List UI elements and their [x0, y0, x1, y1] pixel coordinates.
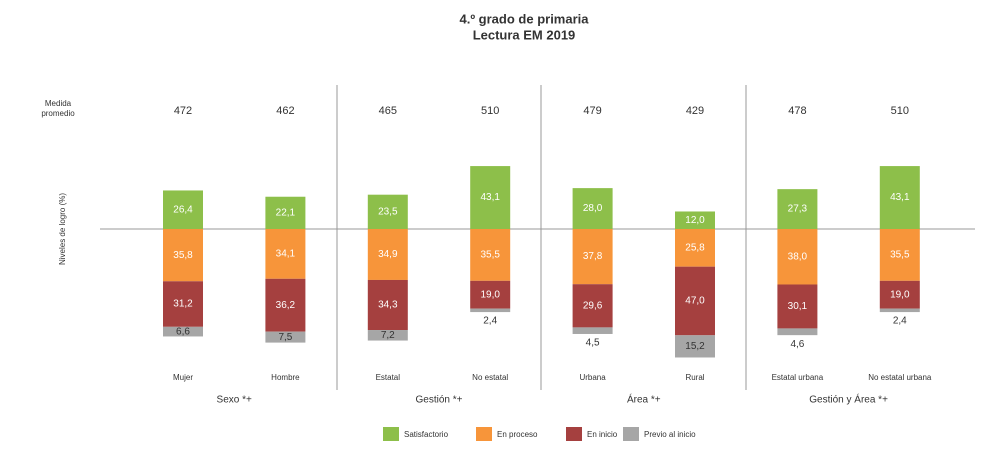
value-label: 34,9	[378, 249, 398, 260]
bar-segment	[470, 308, 511, 313]
bar-segment	[470, 229, 511, 281]
value-label: 25,8	[685, 242, 705, 253]
chart-subtitle: Lectura EM 2019	[473, 27, 576, 42]
bar-segment	[675, 335, 715, 358]
average-value: 465	[379, 105, 397, 117]
average-value: 462	[276, 105, 294, 117]
bar-segment	[163, 281, 203, 327]
bar-segment	[879, 308, 920, 313]
value-label: 37,8	[583, 251, 603, 262]
value-label: 23,5	[378, 206, 398, 217]
value-label: 47,0	[685, 296, 705, 307]
value-label: 6,6	[176, 326, 190, 337]
chart-title: 4.º grado de primaria	[459, 11, 589, 26]
bar-segment	[777, 328, 818, 336]
value-label: 31,2	[173, 299, 193, 310]
value-label: 26,4	[173, 204, 193, 215]
legend-label: En inicio	[587, 430, 618, 439]
value-label: 38,0	[788, 251, 808, 262]
bar-segment	[367, 330, 408, 341]
bar-segment	[572, 229, 613, 285]
value-label: 43,1	[890, 192, 910, 203]
average-value: 510	[481, 105, 499, 117]
value-label: 7,5	[278, 332, 292, 343]
value-label: 4,6	[790, 339, 804, 350]
x-tick-label: Estatal	[376, 373, 401, 382]
x-tick-label: Rural	[685, 373, 704, 382]
bar-segment	[675, 229, 715, 267]
bar-segment	[675, 211, 715, 229]
bar-segment	[879, 166, 920, 229]
value-label: 34,1	[276, 249, 296, 260]
legend-label: En proceso	[497, 430, 538, 439]
bar-segment	[367, 194, 408, 229]
value-label: 15,2	[685, 341, 705, 352]
value-label: 36,2	[276, 300, 296, 311]
legend-label: Satisfactorio	[404, 430, 449, 439]
value-label: 30,1	[788, 301, 808, 312]
x-tick-label: No estatal	[472, 373, 508, 382]
bar-segment	[265, 196, 306, 229]
value-label: 28,0	[583, 203, 603, 214]
value-label: 12,0	[685, 215, 705, 226]
group-label: Sexo *+	[217, 395, 252, 406]
value-label: 22,1	[276, 208, 296, 219]
bar-segment	[163, 326, 203, 337]
value-label: 43,1	[480, 192, 500, 203]
average-label: Medida promedio	[41, 99, 75, 118]
value-label: 35,5	[480, 250, 500, 261]
legend-swatch	[476, 427, 492, 441]
legend-swatch	[383, 427, 399, 441]
group-label: Gestión y Área *+	[809, 393, 888, 406]
value-label: 34,3	[378, 300, 398, 311]
bar-segment	[163, 229, 203, 282]
bar-segment	[572, 284, 613, 328]
bar-segment	[675, 266, 715, 336]
bar-segment	[367, 279, 408, 331]
bar-segment	[265, 229, 306, 279]
value-label: 35,5	[890, 250, 910, 261]
legend-swatch	[623, 427, 639, 441]
average-value: 479	[583, 105, 601, 117]
value-label: 2,4	[893, 316, 907, 327]
x-tick-label: Urbana	[579, 373, 606, 382]
legend-label: Previo al inicio	[644, 430, 696, 439]
average-value: 472	[174, 105, 192, 117]
bar-segment	[777, 189, 818, 229]
x-tick-label: Mujer	[173, 373, 193, 382]
group-label: Gestión *+	[416, 395, 463, 406]
bar-segment	[572, 188, 613, 229]
group-label: Área *+	[627, 393, 661, 406]
bar-segment	[879, 280, 920, 309]
value-label: 35,8	[173, 250, 193, 261]
x-tick-label: Estatal urbana	[772, 373, 824, 382]
bar-segment	[777, 229, 818, 285]
value-label: 27,3	[788, 204, 808, 215]
x-tick-label: No estatal urbana	[868, 373, 932, 382]
value-label: 2,4	[483, 316, 497, 327]
average-value: 478	[788, 105, 806, 117]
value-label: 4,5	[586, 338, 600, 349]
bar-segment	[879, 229, 920, 281]
bar-segment	[572, 327, 613, 334]
y-axis-label: Niveles de logro (%)	[58, 193, 67, 265]
bar-segment	[367, 229, 408, 280]
legend-swatch	[566, 427, 582, 441]
value-label: 7,2	[381, 330, 395, 341]
bar-segment	[470, 280, 511, 309]
average-value: 429	[686, 105, 704, 117]
bar-segment	[777, 284, 818, 329]
bar-segment	[265, 278, 306, 332]
value-label: 29,6	[583, 300, 603, 311]
bar-segment	[470, 166, 511, 229]
bar-segment	[163, 190, 203, 229]
average-value: 510	[891, 105, 909, 117]
bar-segment	[265, 331, 306, 343]
x-tick-label: Hombre	[271, 373, 300, 382]
value-label: 19,0	[480, 289, 500, 300]
value-label: 19,0	[890, 289, 910, 300]
